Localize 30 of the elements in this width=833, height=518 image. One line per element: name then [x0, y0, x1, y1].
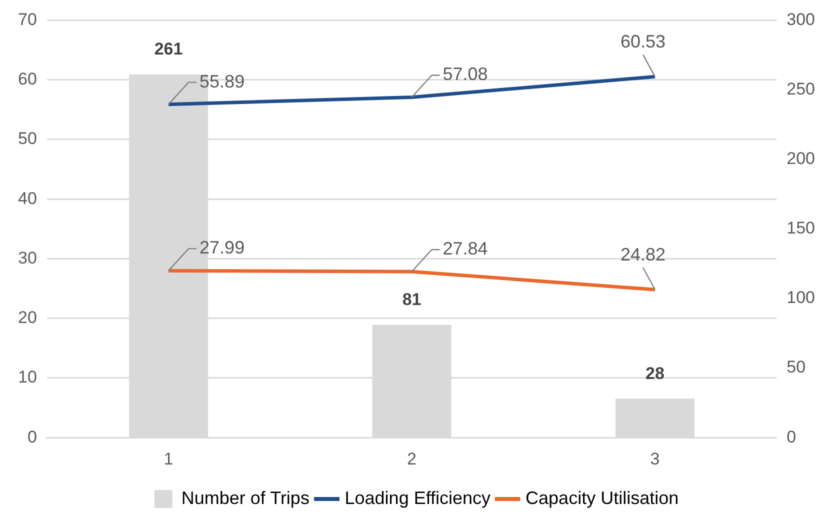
legend-label: Loading Efficiency [344, 488, 491, 508]
data-label: 60.53 [620, 32, 666, 52]
y-tick-label: 10 [18, 368, 37, 387]
y2-tick-label: 0 [786, 427, 796, 446]
y2-tick-label: 300 [786, 10, 816, 29]
data-label: 27.84 [442, 238, 488, 259]
data-label: 27.99 [200, 238, 245, 258]
y-tick-label: 0 [27, 427, 37, 446]
data-label: 261 [154, 40, 183, 59]
x-tick-label: 2 [407, 449, 417, 468]
legend-label: Capacity Utilisation [526, 488, 679, 508]
data-label: 24.82 [620, 244, 666, 265]
y-tick-label: 50 [18, 129, 37, 148]
y-tick-label: 30 [18, 248, 37, 268]
y-tick-label: 40 [18, 188, 37, 208]
y2-tick-label: 200 [786, 149, 816, 168]
x-tick-label: 3 [650, 449, 660, 468]
y-tick-label: 70 [18, 10, 37, 29]
data-label: 81 [402, 290, 422, 310]
data-label: 57.08 [442, 64, 488, 84]
y-tick-label: 20 [18, 308, 37, 328]
y2-tick-label: 100 [786, 288, 816, 308]
y2-tick-label: 150 [786, 218, 816, 238]
y2-tick-label: 50 [786, 358, 806, 377]
legend-label: Number of Trips [181, 488, 310, 508]
x-tick-label: 1 [164, 449, 174, 468]
y2-tick-label: 250 [786, 79, 816, 98]
data-label: 28 [646, 364, 664, 383]
data-label: 55.89 [200, 71, 245, 92]
y-tick-label: 60 [18, 70, 37, 89]
